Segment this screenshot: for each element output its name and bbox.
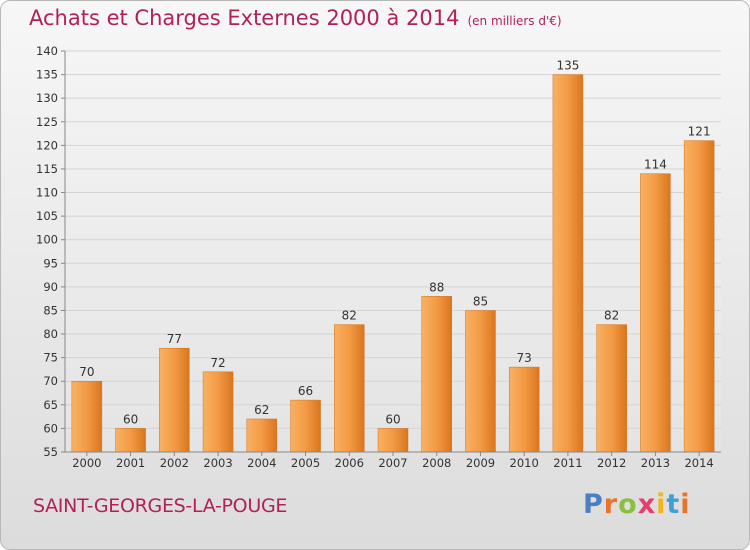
y-tick-label: 110 [36, 186, 58, 200]
bar [596, 324, 627, 453]
y-tick-label: 95 [43, 256, 58, 270]
y-tick-label: 140 [36, 44, 58, 58]
brand-letter: x [637, 489, 657, 520]
bar [71, 380, 103, 453]
x-axis: 2000 2001 2002 2003 2004 2005 2006 2007 2008 2009… [72, 452, 714, 470]
x-tick-label: 2014 [684, 456, 713, 470]
y-tick-label: 55 [43, 445, 58, 459]
bar [334, 324, 365, 453]
brand-letter: i [656, 489, 667, 520]
bar-value-label: 66 [298, 384, 313, 398]
x-tick-label: 2011 [553, 456, 582, 470]
bar-value-label: 121 [688, 125, 711, 139]
bar-value-label: 114 [644, 158, 667, 172]
y-tick-label: 125 [36, 115, 58, 129]
commune-name: SAINT-GEORGES-LA-POUGE [33, 495, 288, 517]
brand-letter: t [666, 489, 681, 520]
y-tick-label: 60 [43, 421, 58, 435]
x-tick-label: 2013 [641, 456, 670, 470]
bar-value-label: 70 [79, 365, 94, 379]
bar-value-label: 88 [429, 280, 444, 294]
x-tick-label: 2004 [247, 456, 276, 470]
bar [159, 347, 190, 453]
brand-letter: r [603, 489, 619, 520]
x-tick-label: 2010 [510, 456, 539, 470]
y-tick-label: 65 [43, 398, 58, 412]
bar-value-label: 60 [123, 412, 138, 426]
brand-logo: Proxiti [583, 489, 691, 520]
x-tick-label: 2008 [422, 456, 451, 470]
bar [421, 296, 452, 453]
x-tick-label: 2000 [72, 456, 101, 470]
y-tick-label: 130 [36, 91, 58, 105]
x-tick-label: 2006 [335, 456, 364, 470]
y-tick-label: 75 [43, 351, 58, 365]
x-tick-label: 2005 [291, 456, 320, 470]
bar [640, 173, 671, 453]
x-tick-label: 2009 [466, 456, 495, 470]
chart-unit: (en milliers d'€) [467, 14, 562, 28]
brand-letter: i [680, 489, 691, 520]
y-tick-label: 115 [36, 162, 58, 176]
chart-title-text: Achats et Charges Externes 2000 à 2014 [29, 6, 460, 30]
bar-value-label: 73 [517, 351, 532, 365]
chart-title: Achats et Charges Externes 2000 à 2014 (e… [29, 6, 562, 30]
y-tick-label: 100 [36, 233, 58, 247]
y-tick-label: 85 [43, 303, 58, 317]
bar [115, 428, 146, 453]
y-tick-label: 135 [36, 68, 58, 82]
brand-letter: o [618, 489, 638, 520]
bar-value-label: 72 [210, 356, 225, 370]
y-tick-label: 120 [36, 138, 58, 152]
brand-letter: P [583, 489, 604, 520]
x-tick-label: 2002 [160, 456, 189, 470]
bar-value-label: 82 [604, 309, 619, 323]
x-tick-label: 2001 [116, 456, 145, 470]
bar-value-label: 60 [385, 412, 400, 426]
bar [552, 74, 584, 453]
y-tick-label: 90 [43, 280, 58, 294]
bar [683, 140, 715, 453]
y-tick-label: 105 [36, 209, 58, 223]
bar [246, 418, 278, 453]
y-tick-label: 70 [43, 374, 58, 388]
x-tick-label: 2003 [203, 456, 232, 470]
y-axis: 55 60 65 70 75 80 85 90 95 100 105 110 115 120 125 130 1… [36, 44, 65, 459]
bar-value-label: 85 [473, 294, 488, 308]
bar [377, 428, 409, 453]
bar-value-label: 77 [167, 332, 182, 346]
bar-value-label: 62 [254, 403, 269, 417]
bar [508, 366, 540, 453]
bar [290, 399, 321, 453]
bar [202, 371, 234, 453]
bar-value-label: 135 [556, 59, 579, 73]
x-tick-label: 2012 [597, 456, 626, 470]
bar-value-label: 82 [342, 309, 357, 323]
bar [465, 310, 496, 453]
y-tick-label: 80 [43, 327, 58, 341]
x-tick-label: 2007 [378, 456, 407, 470]
